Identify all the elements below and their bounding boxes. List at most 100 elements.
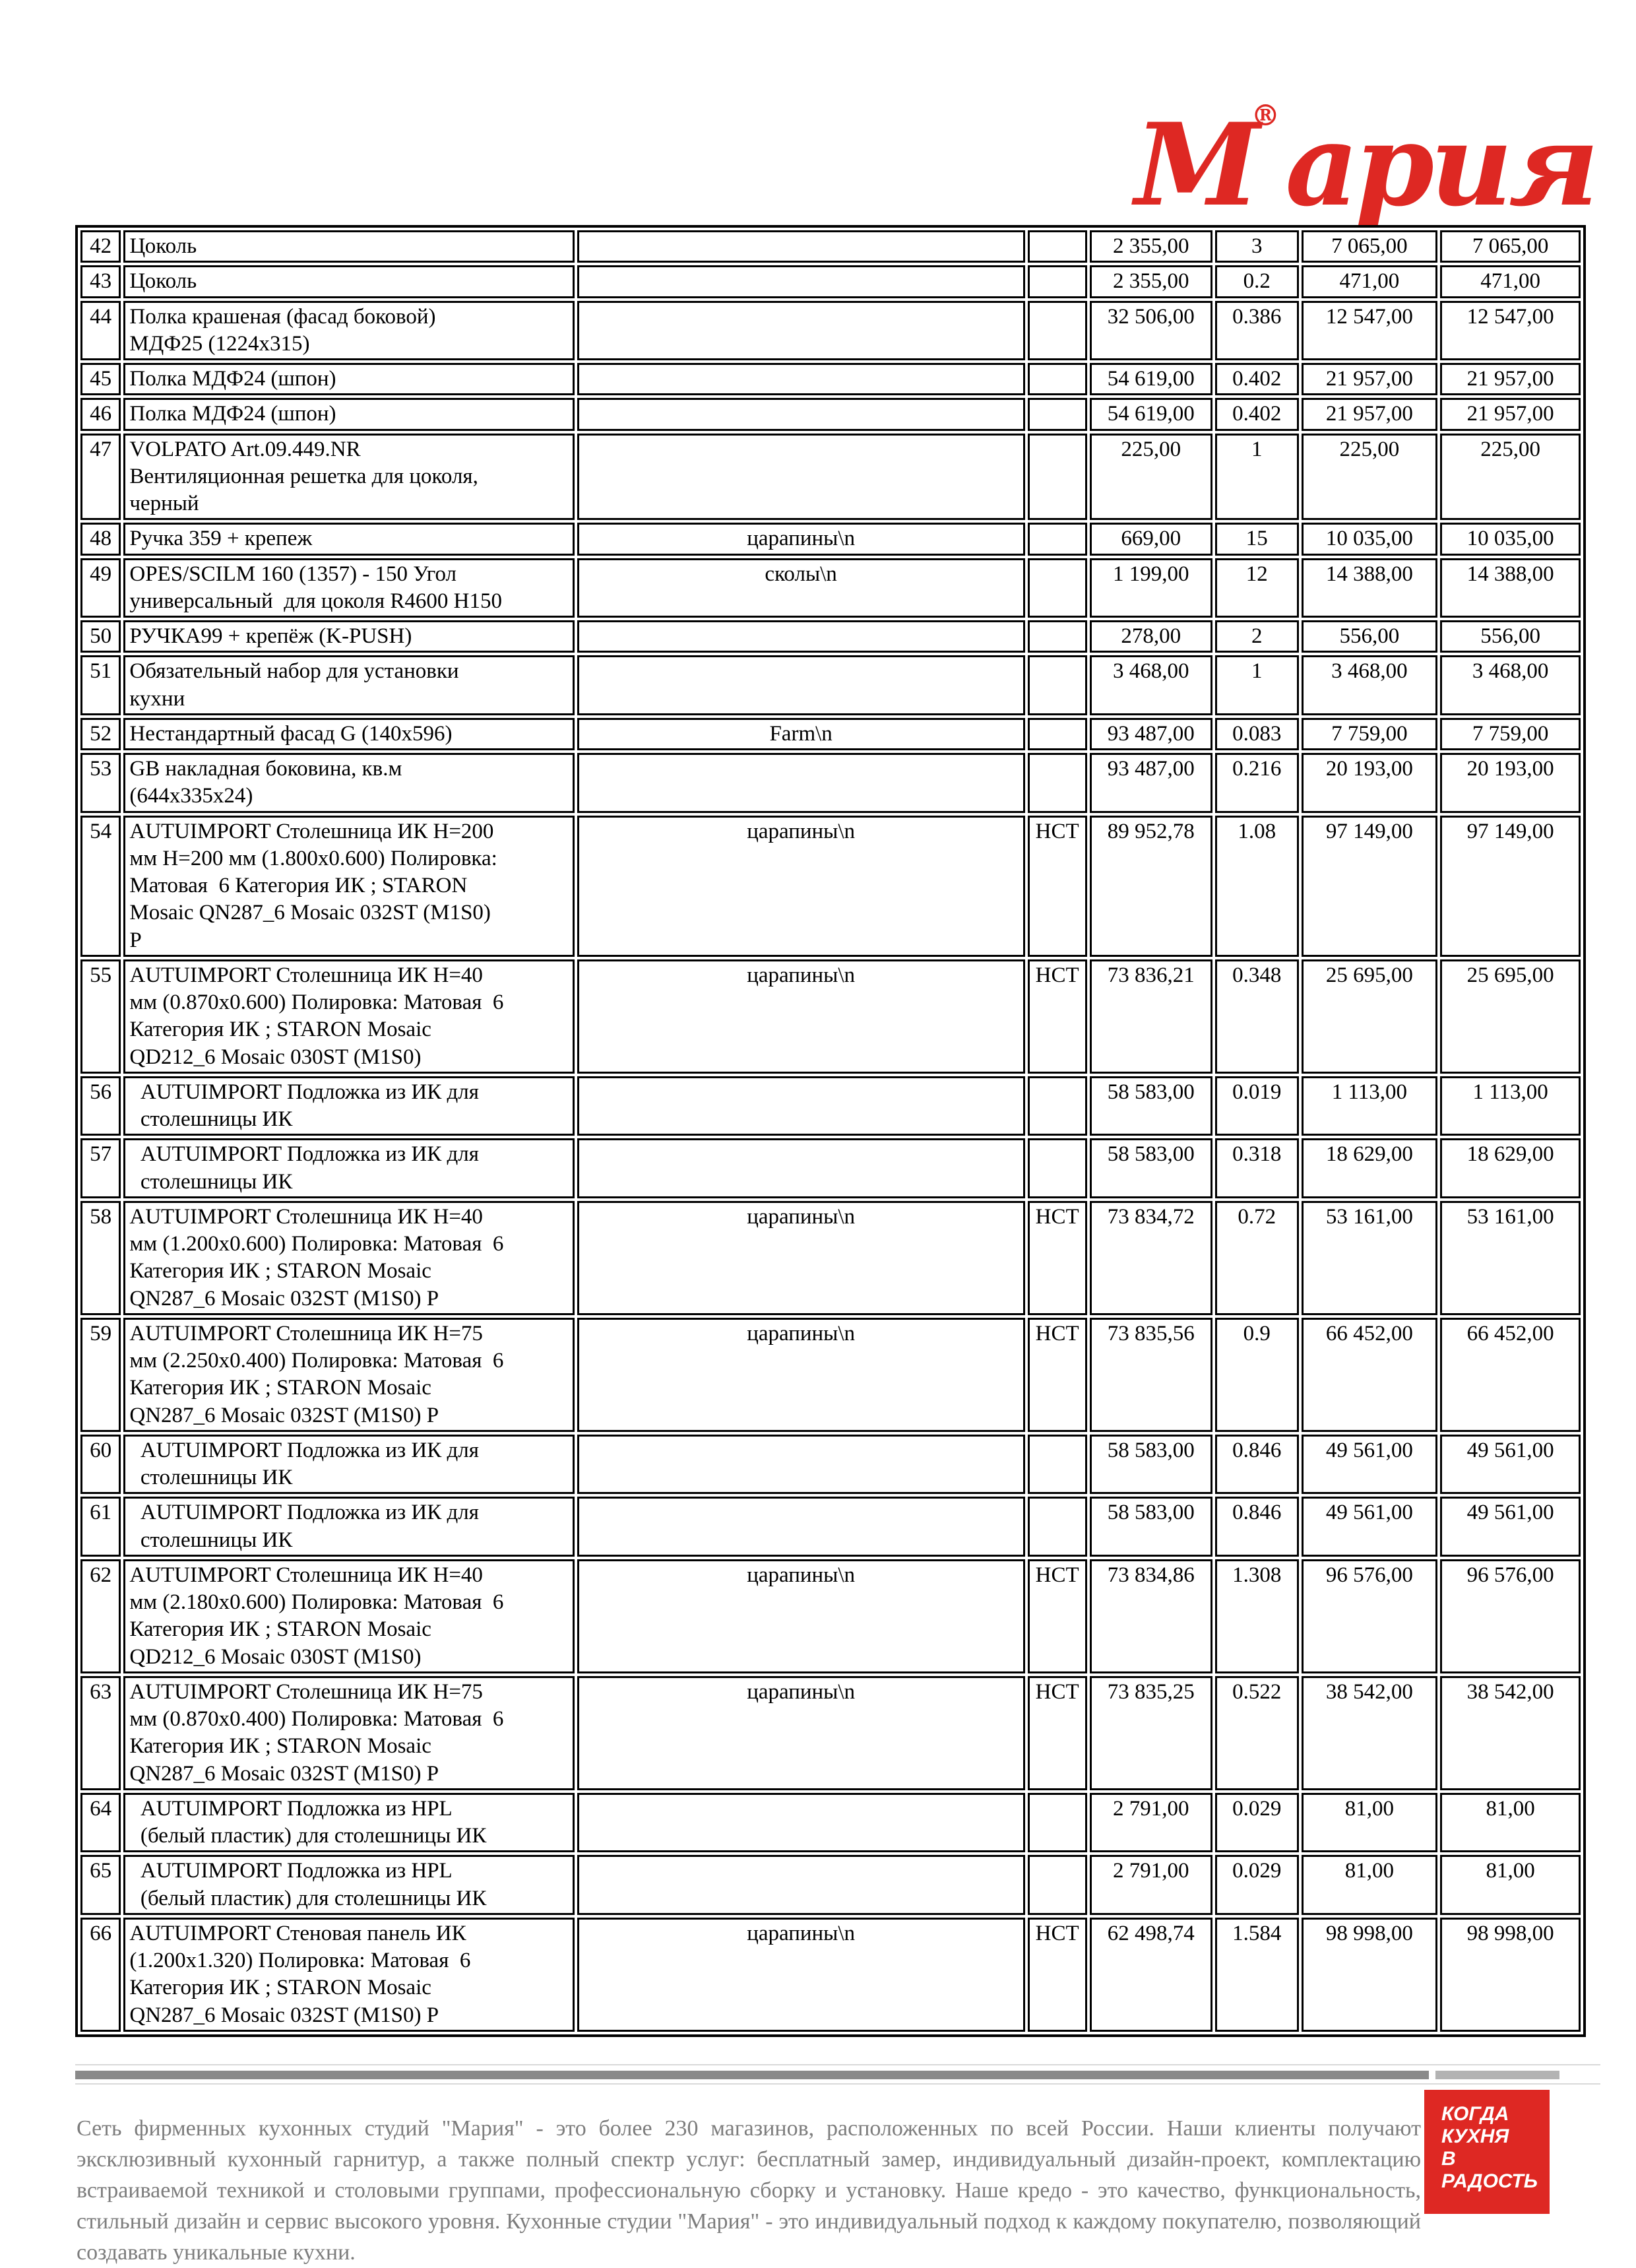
table-row: 54 AUTUIMPORT Столешница ИК H=200 мм H=20… [80,815,1581,957]
row-number-cell: 57 [80,1138,121,1198]
item-sum-cell: 96 576,00 [1301,1559,1438,1673]
maria-logo-text-m: М [1135,98,1260,232]
item-description-cell: AUTUIMPORT Столешница ИК H=200 мм H=200 … [123,815,575,957]
row-number-cell: 58 [80,1200,121,1315]
item-sum-cell: 38 542,00 [1301,1675,1438,1790]
item-qty-cell: 3 [1214,230,1299,263]
item-qty-cell: 0.846 [1214,1497,1299,1557]
item-category-cell [1027,398,1087,431]
row-number-cell: 61 [80,1497,121,1557]
row-number-cell: 46 [80,398,121,431]
item-category-cell [1027,300,1087,360]
row-number-cell: 48 [80,523,121,556]
item-price-cell: 669,00 [1089,523,1212,556]
item-category-cell [1027,265,1087,298]
item-sum-cell: 81,00 [1301,1855,1438,1915]
item-description-cell: Полка крашеная (фасад боковой) МДФ25 (12… [123,300,575,360]
item-category-cell: НСТ [1027,1917,1087,2032]
table-row: 52 Нестандартный фасад G (140x596) Farm\n 9… [80,717,1581,750]
item-category-cell: НСТ [1027,959,1087,1074]
item-sum-cell: 1 113,00 [1301,1076,1438,1136]
item-qty-cell: 1 [1214,433,1299,521]
item-description-cell: Полка МДФ24 (шпон) [123,363,575,396]
item-description-cell: AUTUIMPORT Подложка из HPL (белый пласти… [123,1792,575,1853]
item-sum-cell: 49 561,00 [1301,1497,1438,1557]
slogan-badge: КОГДА КУХНЯ В РАДОСТЬ [1424,2090,1550,2214]
item-price-cell: 1 199,00 [1089,558,1212,618]
item-sum-cell: 49 561,00 [1301,1434,1438,1495]
item-qty-cell: 0.846 [1214,1434,1299,1495]
item-total-cell: 98 998,00 [1440,1917,1581,2032]
item-note-cell: царапины\n [577,1675,1025,1790]
item-category-cell [1027,1855,1087,1915]
item-price-cell: 58 583,00 [1089,1138,1212,1198]
item-price-cell: 32 506,00 [1089,300,1212,360]
item-description-cell: AUTUIMPORT Столешница ИК H=75 мм (0.870x… [123,1675,575,1790]
item-note-cell [577,300,1025,360]
footer-top-rule [75,2064,1600,2065]
item-price-cell: 93 487,00 [1089,717,1212,750]
item-qty-cell: 1.308 [1214,1559,1299,1673]
item-note-cell: царапины\n [577,523,1025,556]
table-row: 61 AUTUIMPORT Подложка из ИК для столешн… [80,1497,1581,1557]
item-category-cell [1027,1076,1087,1136]
table-row: 51 Обязательный набор для установки кухни… [80,655,1581,715]
item-price-cell: 89 952,78 [1089,815,1212,957]
row-number-cell: 60 [80,1434,121,1495]
item-price-cell: 2 791,00 [1089,1855,1212,1915]
row-number-cell: 66 [80,1917,121,2032]
item-price-cell: 73 835,56 [1089,1317,1212,1432]
item-total-cell: 66 452,00 [1440,1317,1581,1432]
item-description-cell: Нестандартный фасад G (140x596) [123,717,575,750]
item-qty-cell: 1 [1214,655,1299,715]
item-description-cell: AUTUIMPORT Столешница ИК H=40 мм (0.870x… [123,959,575,1074]
item-category-cell [1027,230,1087,263]
row-number-cell: 47 [80,433,121,521]
item-total-cell: 225,00 [1440,433,1581,521]
item-description-cell: AUTUIMPORT Столешница ИК H=40 мм (1.200x… [123,1200,575,1315]
item-total-cell: 3 468,00 [1440,655,1581,715]
item-price-cell: 73 834,72 [1089,1200,1212,1315]
item-sum-cell: 225,00 [1301,433,1438,521]
item-category-cell [1027,753,1087,813]
table-row: 45 Полка МДФ24 (шпон) 54 619,00 0.402 21 957… [80,363,1581,396]
item-description-cell: РУЧКА99 + крепёж (K-PUSH) [123,620,575,653]
table-row: 46 Полка МДФ24 (шпон) 54 619,00 0.402 21 957… [80,398,1581,431]
item-price-cell: 54 619,00 [1089,363,1212,396]
item-price-cell: 54 619,00 [1089,398,1212,431]
item-category-cell [1027,1434,1087,1495]
row-number-cell: 62 [80,1559,121,1673]
row-number-cell: 63 [80,1675,121,1790]
item-note-cell [577,620,1025,653]
item-total-cell: 7 065,00 [1440,230,1581,263]
item-sum-cell: 53 161,00 [1301,1200,1438,1315]
item-total-cell: 471,00 [1440,265,1581,298]
item-sum-cell: 98 998,00 [1301,1917,1438,2032]
item-category-cell: НСТ [1027,1559,1087,1673]
footer-divider-bar-right [1435,2071,1559,2079]
table-row: 58 AUTUIMPORT Столешница ИК H=40 мм (1.20… [80,1200,1581,1315]
row-number-cell: 50 [80,620,121,653]
item-total-cell: 21 957,00 [1440,363,1581,396]
item-note-cell [577,1792,1025,1853]
item-price-cell: 278,00 [1089,620,1212,653]
item-total-cell: 81,00 [1440,1792,1581,1853]
item-description-cell: GB накладная боковина, кв.м (644x335x24) [123,753,575,813]
item-category-cell [1027,363,1087,396]
item-note-cell: царапины\n [577,815,1025,957]
item-description-cell: Обязательный набор для установки кухни [123,655,575,715]
item-sum-cell: 97 149,00 [1301,815,1438,957]
item-note-cell: Farm\n [577,717,1025,750]
table-row: 50 РУЧКА99 + крепёж (K-PUSH) 278,00 2 556,00… [80,620,1581,653]
item-price-cell: 2 791,00 [1089,1792,1212,1853]
item-price-cell: 93 487,00 [1089,753,1212,813]
order-items-table-wrap: 42 Цоколь 2 355,00 3 7 065,00 7 065,00 43 Цокол… [75,225,1586,2037]
registered-trademark-icon: ® [1251,98,1280,133]
item-qty-cell: 0.318 [1214,1138,1299,1198]
item-note-cell [577,433,1025,521]
item-price-cell: 58 583,00 [1089,1076,1212,1136]
item-total-cell: 18 629,00 [1440,1138,1581,1198]
item-total-cell: 10 035,00 [1440,523,1581,556]
item-total-cell: 49 561,00 [1440,1434,1581,1495]
item-price-cell: 3 468,00 [1089,655,1212,715]
